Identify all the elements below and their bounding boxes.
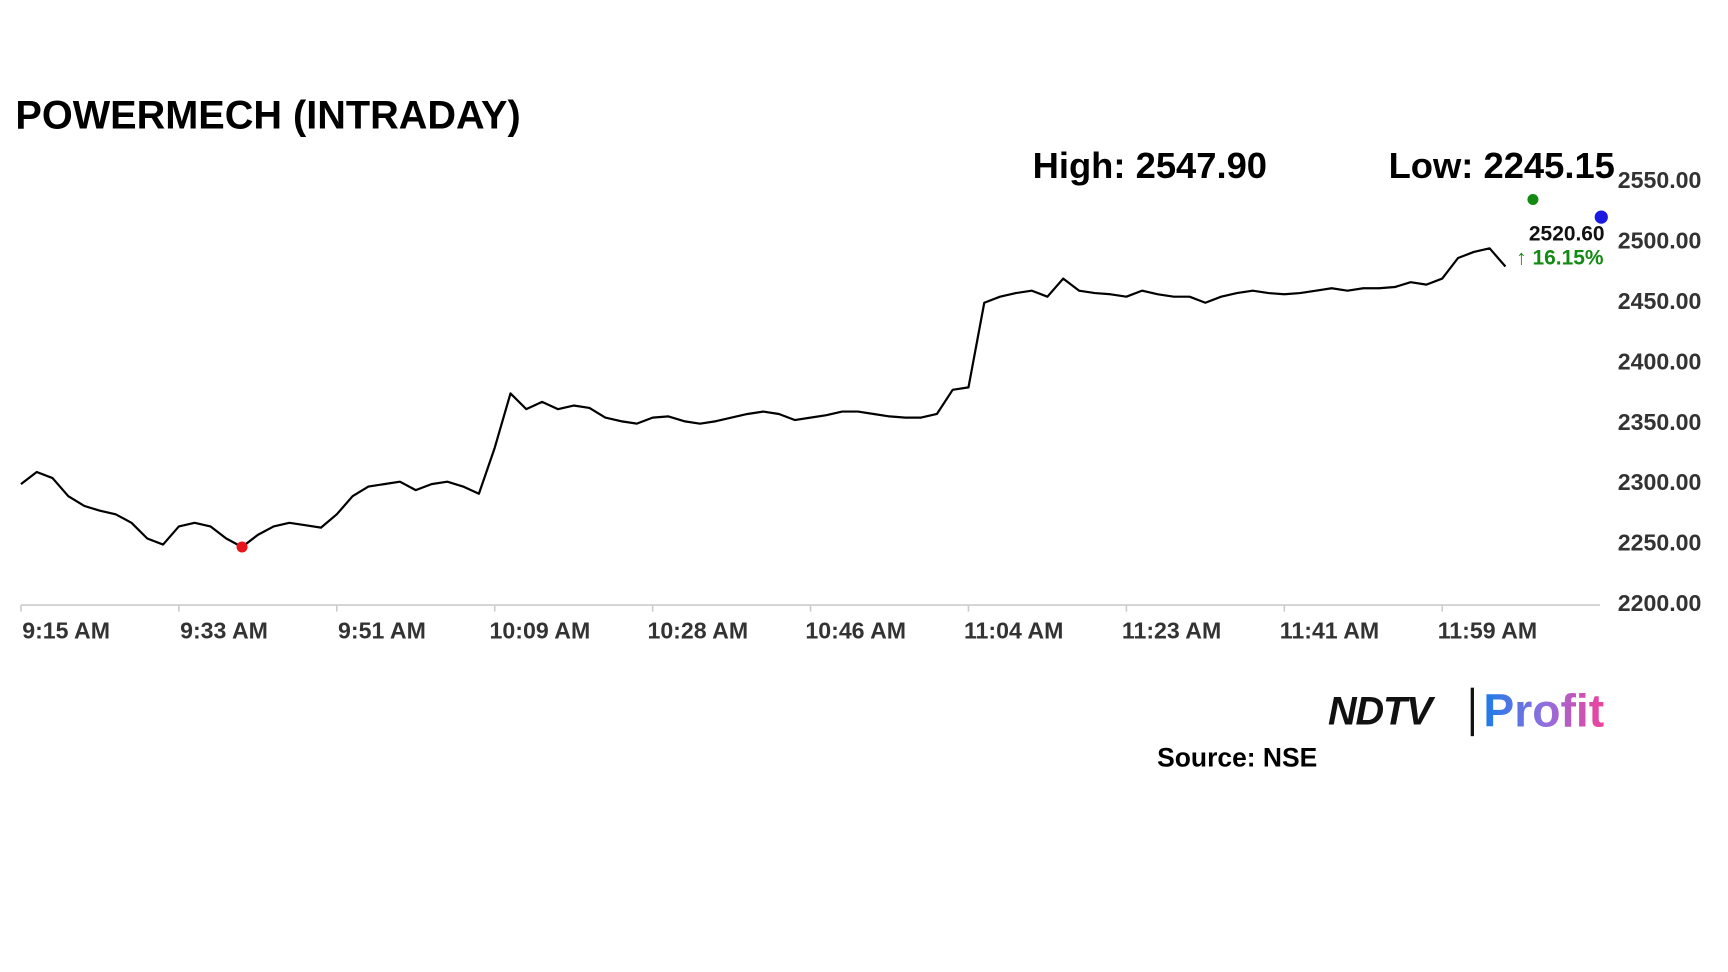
change: ↑ 16.15% <box>1516 247 1604 270</box>
x-tick-label: 9:15 AM <box>22 618 110 644</box>
x-tick-label: 10:28 AM <box>647 618 748 644</box>
x-tick-label: 9:33 AM <box>180 618 268 644</box>
low-label: Low: 2245.15 <box>1389 145 1615 186</box>
y-tick-label: 2450.00 <box>1618 288 1702 314</box>
x-tick-label: 11:23 AM <box>1122 618 1221 644</box>
x-tick-label: 11:04 AM <box>964 618 1063 644</box>
last-price: 2520.60 <box>1529 222 1605 245</box>
last-dot <box>1594 210 1608 224</box>
brand: NDTV <box>1328 690 1436 734</box>
y-tick-label: 2500.00 <box>1618 227 1702 253</box>
high-label: High: 2547.90 <box>1033 145 1267 186</box>
price-line <box>20 247 1507 549</box>
x-tick-label: 11:41 AM <box>1280 618 1379 644</box>
x-tick-label: 9:51 AM <box>338 618 426 644</box>
y-tick-label: 2550.00 <box>1618 167 1702 193</box>
source: Source: NSE <box>1157 742 1317 772</box>
low-marker <box>236 541 248 553</box>
y-tick-label: 2300.00 <box>1618 469 1702 495</box>
brand-suffix: Profit <box>1483 684 1604 736</box>
y-tick-label: 2400.00 <box>1618 348 1702 374</box>
high-dot <box>1527 193 1539 205</box>
x-tick-label: 10:09 AM <box>490 618 591 644</box>
y-tick-label: 2250.00 <box>1618 530 1702 556</box>
y-tick-label: 2350.00 <box>1618 409 1702 435</box>
x-tick-label: 10:46 AM <box>805 618 906 644</box>
chart-title: POWERMECH (INTRADAY) <box>15 93 520 137</box>
x-tick-label: 11:59 AM <box>1438 618 1537 644</box>
y-tick-label: 2200.00 <box>1618 590 1702 616</box>
